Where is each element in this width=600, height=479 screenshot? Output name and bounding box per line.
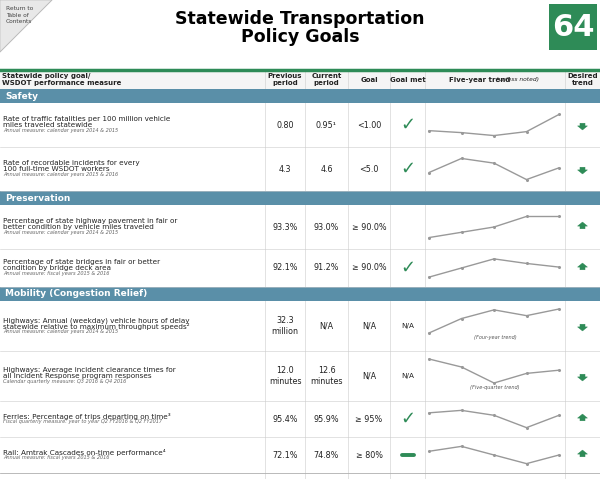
Text: 74.8%: 74.8%	[314, 451, 339, 459]
Text: ≥ 80%: ≥ 80%	[355, 451, 383, 459]
Bar	[0, 0, 600, 70]
Text: Previous
period: Previous period	[268, 73, 302, 86]
Text: Policy Goals: Policy Goals	[241, 28, 359, 46]
Bar	[549, 4, 597, 50]
Text: ✓: ✓	[400, 259, 415, 277]
Text: Annual measure: fiscal years 2015 & 2016: Annual measure: fiscal years 2015 & 2016	[3, 456, 109, 460]
Text: miles traveled statewide: miles traveled statewide	[3, 122, 92, 128]
Text: 12.0
minutes: 12.0 minutes	[269, 366, 301, 386]
Bar	[0, 205, 600, 249]
Text: ≥ 95%: ≥ 95%	[355, 414, 383, 423]
Text: Statewide policy goal/
WSDOT performance measure: Statewide policy goal/ WSDOT performance…	[2, 73, 121, 86]
Text: 0.80: 0.80	[276, 121, 294, 129]
Text: Rate of traffic fatalities per 100 million vehicle: Rate of traffic fatalities per 100 milli…	[3, 116, 170, 122]
Text: 91.2%: 91.2%	[314, 263, 339, 273]
Text: N/A: N/A	[362, 372, 376, 380]
Text: Percentage of state highway pavement in fair or: Percentage of state highway pavement in …	[3, 218, 178, 224]
Text: Current
period: Current period	[311, 73, 341, 86]
Text: Preservation: Preservation	[5, 194, 70, 203]
Text: 92.1%: 92.1%	[272, 263, 298, 273]
Text: 4.6: 4.6	[320, 164, 333, 173]
Text: condition by bridge deck area: condition by bridge deck area	[3, 265, 111, 271]
Text: ✓: ✓	[400, 160, 415, 178]
Text: Return to
Table of
Contents: Return to Table of Contents	[6, 6, 33, 24]
Text: 0.95¹: 0.95¹	[316, 121, 337, 129]
Text: statewide relative to maximum throughput speeds²: statewide relative to maximum throughput…	[3, 323, 190, 330]
Text: (Four-year trend): (Four-year trend)	[473, 334, 517, 340]
Text: Calendar quarterly measure: Q3 2016 & Q4 2016: Calendar quarterly measure: Q3 2016 & Q4…	[3, 379, 126, 385]
Text: Percentage of state bridges in fair or better: Percentage of state bridges in fair or b…	[3, 259, 160, 265]
Polygon shape	[0, 0, 52, 52]
Text: N/A: N/A	[401, 323, 414, 329]
Text: N/A: N/A	[401, 373, 414, 379]
Text: Annual measure: calendar years 2014 & 2015: Annual measure: calendar years 2014 & 20…	[3, 330, 118, 334]
Text: ✓: ✓	[400, 410, 415, 428]
Bar	[0, 103, 600, 147]
Bar	[0, 351, 600, 401]
Text: N/A: N/A	[319, 321, 334, 331]
Polygon shape	[578, 222, 587, 229]
Text: Annual measure: fiscal years 2015 & 2016: Annual measure: fiscal years 2015 & 2016	[3, 272, 109, 276]
Text: Five-year trend: Five-year trend	[449, 77, 513, 82]
Text: 4.3: 4.3	[279, 164, 291, 173]
Polygon shape	[578, 450, 587, 457]
Bar	[0, 70, 600, 89]
Text: Annual measure: calendar years 2014 & 2015: Annual measure: calendar years 2014 & 20…	[3, 128, 118, 134]
Bar	[0, 147, 600, 191]
Text: 95.4%: 95.4%	[272, 414, 298, 423]
Text: 12.6
minutes: 12.6 minutes	[310, 366, 343, 386]
Text: Goal met: Goal met	[389, 77, 425, 82]
Bar	[0, 437, 600, 473]
Text: Mobility (Congestion Relief): Mobility (Congestion Relief)	[5, 289, 147, 298]
Text: ✓: ✓	[400, 116, 415, 134]
Polygon shape	[578, 167, 587, 174]
Bar	[0, 301, 600, 351]
Text: 72.1%: 72.1%	[272, 451, 298, 459]
Text: Desired
trend: Desired trend	[567, 73, 598, 86]
Text: all Incident Response program responses: all Incident Response program responses	[3, 373, 152, 379]
Text: <5.0: <5.0	[359, 164, 379, 173]
Text: Fiscal quarterly measure: year to year Q2 FY2016 & Q2 FY2017: Fiscal quarterly measure: year to year Q…	[3, 419, 162, 424]
Text: (unless noted): (unless noted)	[496, 77, 539, 82]
Text: Rail: Amtrak Cascades on-time performance⁴: Rail: Amtrak Cascades on-time performanc…	[3, 449, 166, 456]
Text: Highways: Annual (weekday) vehicle hours of delay: Highways: Annual (weekday) vehicle hours…	[3, 317, 190, 323]
Text: better condition by vehicle miles traveled: better condition by vehicle miles travel…	[3, 224, 154, 230]
Text: Safety: Safety	[5, 91, 38, 101]
Bar	[0, 249, 600, 287]
Bar	[0, 89, 600, 103]
Text: Statewide Transportation: Statewide Transportation	[175, 10, 425, 28]
Text: 100 full-time WSDOT workers: 100 full-time WSDOT workers	[3, 166, 110, 172]
Polygon shape	[578, 263, 587, 270]
Text: Annual measure: calendar years 2015 & 2016: Annual measure: calendar years 2015 & 20…	[3, 172, 118, 177]
Text: ≥ 90.0%: ≥ 90.0%	[352, 263, 386, 273]
Text: Ferries: Percentage of trips departing on time³: Ferries: Percentage of trips departing o…	[3, 413, 170, 420]
Bar	[0, 191, 600, 205]
Text: Annual measure: calendar years 2014 & 2015: Annual measure: calendar years 2014 & 20…	[3, 230, 118, 236]
Text: 93.0%: 93.0%	[314, 223, 339, 231]
Text: N/A: N/A	[362, 321, 376, 331]
Text: Rate of recordable incidents for every: Rate of recordable incidents for every	[3, 160, 140, 166]
Text: (Five-quarter trend): (Five-quarter trend)	[470, 385, 520, 389]
Text: 32.3
million: 32.3 million	[271, 316, 299, 336]
Polygon shape	[578, 374, 587, 381]
Polygon shape	[578, 414, 587, 421]
Text: Goal: Goal	[360, 77, 378, 82]
Bar	[0, 401, 600, 437]
Text: 93.3%: 93.3%	[272, 223, 298, 231]
Text: Highways: Average incident clearance times for: Highways: Average incident clearance tim…	[3, 367, 176, 373]
Text: 95.9%: 95.9%	[314, 414, 340, 423]
Text: ≥ 90.0%: ≥ 90.0%	[352, 223, 386, 231]
Text: <1.00: <1.00	[357, 121, 381, 129]
Text: 64: 64	[552, 12, 594, 42]
Polygon shape	[578, 324, 587, 331]
Bar	[0, 287, 600, 301]
Polygon shape	[578, 123, 587, 130]
